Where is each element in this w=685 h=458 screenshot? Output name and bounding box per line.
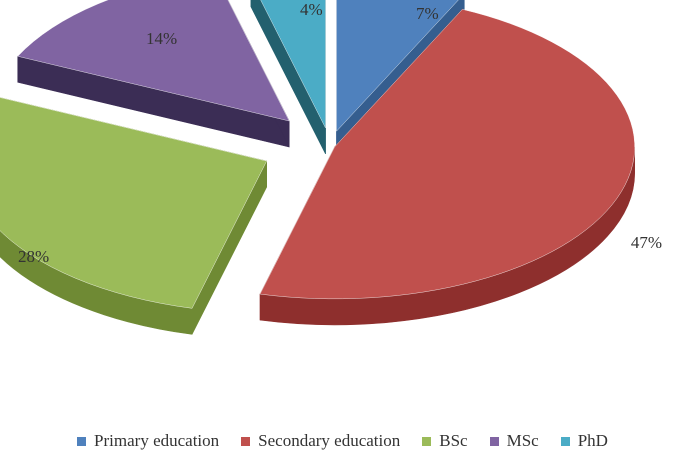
slice-msc-top <box>17 0 290 122</box>
legend-item-msc: MSc <box>489 431 539 451</box>
legend-label-primary-education: Primary education <box>94 431 220 450</box>
legend-swatch-secondary-education <box>241 436 251 446</box>
legend-item-bsc: BSc <box>422 431 468 451</box>
legend: Primary education Secondary education BSc M… <box>0 429 685 453</box>
slice-msc <box>17 0 290 148</box>
legend-label-bsc: BSc <box>439 431 468 450</box>
legend-swatch-msc <box>489 436 499 446</box>
slice-phd <box>250 0 326 155</box>
data-label-primary-education: 7% <box>416 4 439 23</box>
data-label-msc: 14% <box>146 29 177 48</box>
legend-swatch-bsc <box>422 436 432 446</box>
legend-swatch-phd <box>560 436 570 446</box>
slice-bsc <box>0 97 267 335</box>
legend-item-secondary-education: Secondary education <box>241 431 400 451</box>
data-label-phd: 4% <box>300 0 323 19</box>
slice-secondary-education-top <box>259 9 635 300</box>
legend-item-phd: PhD <box>560 431 608 451</box>
data-label-bsc: 28% <box>18 247 49 266</box>
slice-phd-top <box>260 0 326 128</box>
legend-label-secondary-education: Secondary education <box>258 431 401 450</box>
slice-primary-education-top <box>336 0 459 132</box>
legend-swatch-primary-education <box>77 436 87 446</box>
legend-label-phd: PhD <box>577 431 608 450</box>
data-label-secondary-education: 47% <box>631 233 662 252</box>
slice-bsc-top <box>0 97 267 309</box>
slice-secondary-education <box>259 8 636 326</box>
pie-chart: 7% 47% 28% 14% 4% <box>0 0 662 335</box>
legend-item-primary-education: Primary education <box>77 431 219 451</box>
legend-label-msc: MSc <box>506 431 539 450</box>
